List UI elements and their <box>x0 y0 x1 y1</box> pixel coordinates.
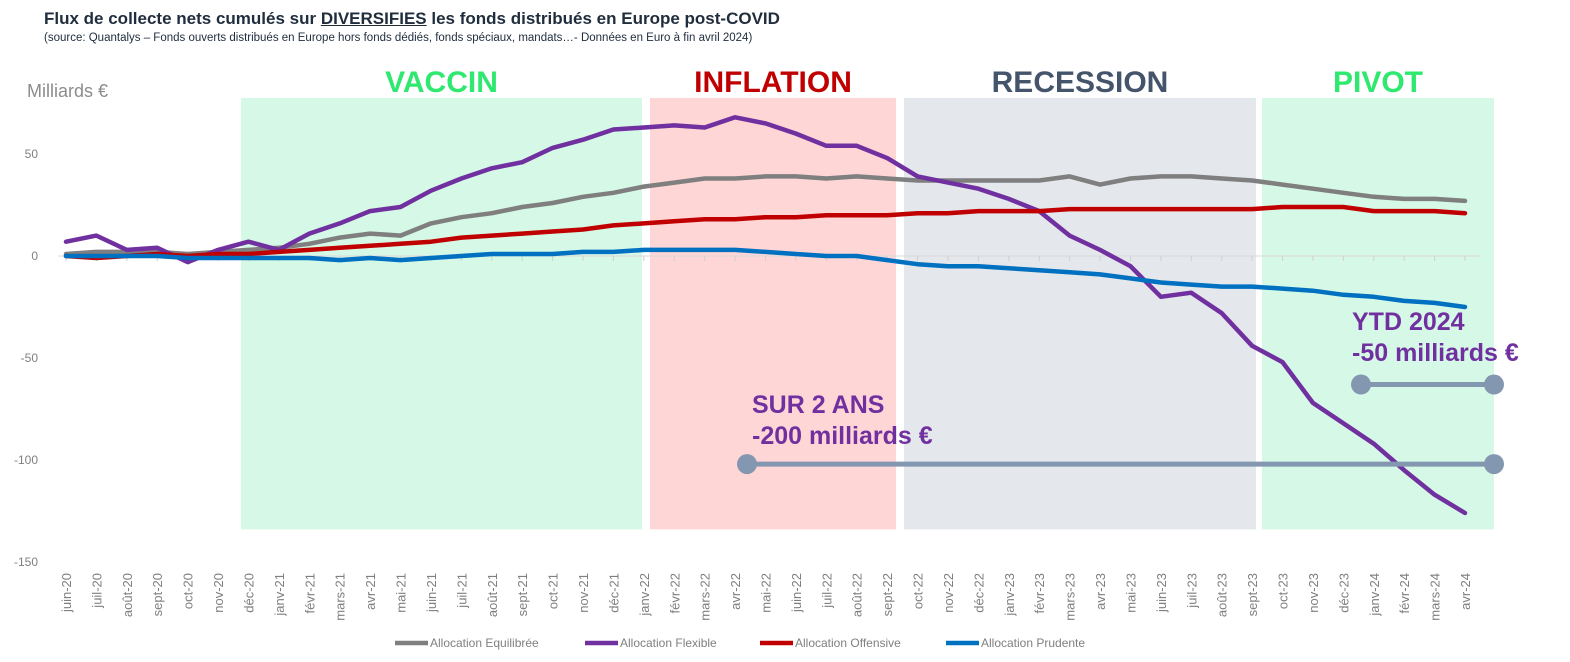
x-tick-label: avr-21 <box>363 573 378 610</box>
x-tick-label: août-21 <box>485 573 500 617</box>
phase-region <box>241 97 642 530</box>
phase-region <box>1262 97 1494 530</box>
annotation-bracket-start <box>1351 374 1371 395</box>
y-tick-label: -50 <box>21 351 39 365</box>
series-line <box>63 247 1468 310</box>
x-tick-label: mars-22 <box>698 573 713 621</box>
phase-label: PIVOT <box>1333 66 1423 99</box>
annotation-bracket-start <box>737 454 757 475</box>
legend-label: Allocation Prudente <box>981 636 1085 650</box>
x-tick-label: avr-22 <box>728 573 743 610</box>
x-tick-label: mai-23 <box>1123 573 1138 613</box>
chart-subtitle: (source: Quantalys – Fonds ouverts distr… <box>44 32 753 44</box>
annotation-text: YTD 2024 <box>1352 308 1465 336</box>
chart-title: Flux de collecte nets cumulés sur DIVERS… <box>44 9 780 28</box>
y-tick-label: -100 <box>14 453 38 467</box>
x-tick-label: sept-21 <box>515 573 530 616</box>
y-tick-label: -150 <box>14 555 38 569</box>
x-tick-label: sept-20 <box>150 573 165 616</box>
y-axis-label: Milliards € <box>27 81 108 101</box>
x-tick-label: mars-23 <box>1063 573 1078 621</box>
x-tick-label: sept-22 <box>880 573 895 616</box>
x-tick-label: juil-21 <box>454 573 469 609</box>
x-tick-label: déc-21 <box>606 573 621 613</box>
phase-label: VACCIN <box>385 66 498 99</box>
x-tick-label: juin-23 <box>1154 573 1169 613</box>
x-tick-label: avr-23 <box>1093 573 1108 610</box>
series-line <box>63 115 1468 516</box>
x-tick-label: juin-22 <box>789 573 804 613</box>
y-tick-label: 50 <box>25 147 39 161</box>
x-tick-label: avr-24 <box>1458 573 1473 610</box>
x-tick-label: janv-21 <box>272 573 287 617</box>
x-tick-label: févr-24 <box>1397 573 1412 613</box>
phase-label: INFLATION <box>694 66 852 99</box>
phase-label: RECESSION <box>992 66 1169 99</box>
x-tick-label: déc-20 <box>241 573 256 613</box>
x-tick-label: nov-20 <box>211 573 226 613</box>
x-tick-label: juin-20 <box>59 573 74 613</box>
x-tick-label: déc-23 <box>1336 573 1351 613</box>
x-tick-label: févr-22 <box>667 573 682 613</box>
x-tick-label: juil-20 <box>89 573 104 609</box>
legend-label: Allocation Offensive <box>795 636 901 650</box>
x-tick-label: janv-23 <box>1002 573 1017 617</box>
x-tick-label: juil-22 <box>819 573 834 609</box>
annotation-bracket-end <box>1484 454 1504 475</box>
x-tick-label: nov-21 <box>576 573 591 613</box>
x-tick-label: mai-22 <box>759 573 774 613</box>
legend-label: Allocation Equilibrée <box>430 636 539 650</box>
x-tick-label: janv-24 <box>1367 573 1382 617</box>
x-tick-label: mars-24 <box>1428 573 1443 621</box>
x-tick-label: nov-22 <box>941 573 956 613</box>
x-tick-label: oct-23 <box>1276 573 1291 609</box>
x-tick-label: mars-21 <box>333 573 348 621</box>
x-tick-label: août-23 <box>1215 573 1230 617</box>
x-tick-label: août-22 <box>850 573 865 617</box>
x-tick-label: août-20 <box>120 573 135 617</box>
x-tick-label: juil-23 <box>1184 573 1199 609</box>
annotation-text: -50 milliards € <box>1352 339 1519 367</box>
y-tick-label: 0 <box>31 249 38 263</box>
x-tick-label: sept-23 <box>1245 573 1260 616</box>
x-tick-label: déc-22 <box>971 573 986 613</box>
series-line <box>63 174 1468 257</box>
x-tick-label: oct-20 <box>181 573 196 609</box>
x-tick-label: oct-21 <box>546 573 561 609</box>
x-tick-label: nov-23 <box>1306 573 1321 613</box>
phase-region <box>650 97 896 530</box>
x-tick-label: oct-22 <box>911 573 926 609</box>
annotation-text: SUR 2 ANS <box>752 391 884 419</box>
x-tick-label: févr-21 <box>302 573 317 613</box>
x-tick-label: févr-23 <box>1032 573 1047 613</box>
series-line <box>63 204 1468 261</box>
annotation-text: -200 milliards € <box>752 422 933 450</box>
phase-region <box>904 97 1256 530</box>
x-tick-label: juin-21 <box>424 573 439 613</box>
annotation-bracket-end <box>1484 374 1504 395</box>
legend-label: Allocation Flexible <box>620 636 717 650</box>
x-tick-label: janv-22 <box>637 573 652 617</box>
x-tick-label: mai-21 <box>394 573 409 613</box>
